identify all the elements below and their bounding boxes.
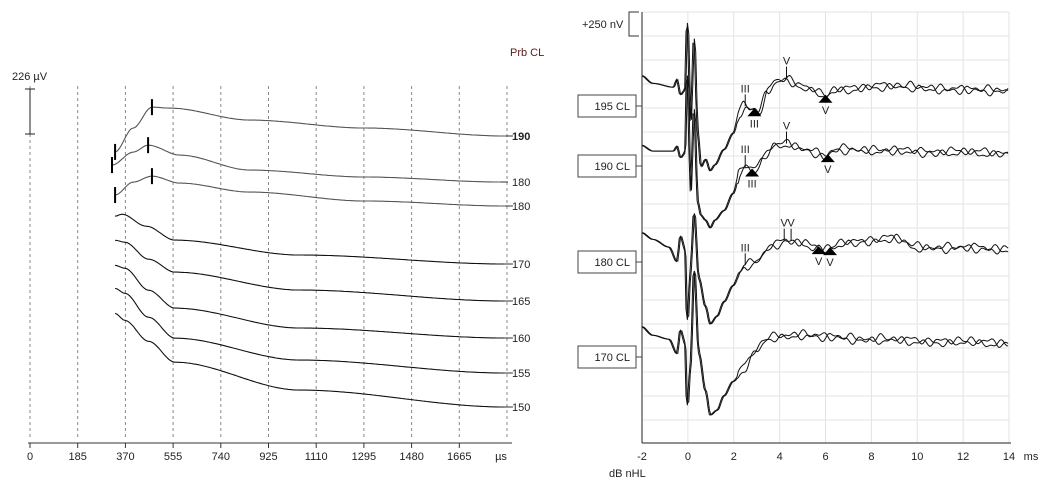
peak-label: V bbox=[826, 257, 834, 269]
trace-150 bbox=[114, 312, 505, 408]
trace-b bbox=[641, 213, 1009, 325]
trace-label: 180 bbox=[512, 177, 530, 189]
trace-label: 180 bbox=[512, 201, 530, 213]
trace-180 bbox=[114, 175, 505, 207]
x-axis-unit: µs bbox=[495, 451, 507, 463]
peak-label: V bbox=[783, 121, 791, 133]
trace-label: 150 bbox=[512, 402, 530, 414]
x-tick-label: 1295 bbox=[352, 451, 376, 463]
trace-170 bbox=[114, 213, 505, 265]
peak-label: V bbox=[824, 164, 832, 176]
trace-180 bbox=[111, 144, 500, 183]
trace-label: 170 CL bbox=[595, 352, 630, 364]
trace-label: 190 bbox=[512, 131, 530, 143]
peak-label: III bbox=[748, 178, 757, 190]
peak-label: V bbox=[781, 218, 789, 230]
x-tick-label: 4 bbox=[777, 451, 783, 463]
peak-label: III bbox=[741, 144, 750, 156]
trace-label: 155 bbox=[512, 368, 530, 380]
trace-label: 180 CL bbox=[595, 257, 630, 269]
peak-marker-triangle bbox=[811, 246, 826, 255]
trace-label: 195 CL bbox=[595, 101, 630, 113]
peak-marker-triangle bbox=[745, 168, 760, 177]
x-tick-label: 6 bbox=[822, 451, 828, 463]
x-tick-label: 925 bbox=[259, 451, 277, 463]
x-tick-label: 0 bbox=[685, 451, 691, 463]
trace-label: 170 bbox=[512, 259, 530, 271]
x-axis-unit: ms bbox=[1024, 451, 1039, 463]
x-tick-label: 2 bbox=[731, 451, 737, 463]
x-tick-label: 555 bbox=[164, 451, 182, 463]
x-tick-label: 10 bbox=[911, 451, 923, 463]
peak-label: III bbox=[750, 118, 759, 130]
peak-label: V bbox=[822, 105, 830, 117]
y-axis-label: dB nHL bbox=[609, 468, 646, 480]
peak-label: III bbox=[741, 242, 750, 254]
peak-marker-triangle bbox=[818, 94, 833, 103]
trace-b bbox=[641, 271, 1009, 416]
trace-label: 160 bbox=[512, 333, 530, 345]
x-tick-label: 12 bbox=[957, 451, 969, 463]
peak-label: V bbox=[815, 256, 823, 268]
x-tick-label: 740 bbox=[212, 451, 230, 463]
chart-title: Prb CL bbox=[510, 47, 544, 59]
x-tick-label: 1480 bbox=[399, 451, 423, 463]
peak-marker-triangle bbox=[820, 154, 835, 163]
trace-190 bbox=[114, 106, 505, 153]
trace-155 bbox=[114, 287, 505, 374]
reflex-chart: 0 185 370 555 740 925 1110 1295 1480 1665 µs Prb CL… bbox=[12, 47, 544, 463]
x-tick-label: 0 bbox=[27, 451, 33, 463]
trace-label: 190 CL bbox=[595, 161, 630, 173]
trace-165 bbox=[115, 239, 505, 302]
scale-bar bbox=[628, 11, 639, 37]
peak-label: III bbox=[741, 83, 750, 95]
trace-a bbox=[641, 75, 1009, 229]
trace-a bbox=[641, 270, 1009, 416]
peak-label: V bbox=[783, 56, 791, 68]
trace-label: 165 bbox=[512, 296, 530, 308]
x-tick-label: 14 bbox=[1003, 451, 1015, 463]
peak-marker-triangle bbox=[747, 108, 762, 117]
scale-bar-label: +250 nV bbox=[582, 19, 624, 31]
trace-a bbox=[641, 213, 1009, 325]
x-tick-label: 1665 bbox=[447, 451, 471, 463]
peak-label: V bbox=[787, 218, 795, 230]
x-tick-label: 8 bbox=[868, 451, 874, 463]
x-tick-label: 370 bbox=[116, 451, 134, 463]
x-tick-label: -2 bbox=[637, 451, 647, 463]
abr-chart: -2 0 2 4 6 8 10 12 14 ms dB nHL +250 nV 195 CL III V II… bbox=[577, 11, 1039, 480]
x-tick-label: 1110 bbox=[305, 451, 328, 463]
trace-160 bbox=[114, 264, 505, 339]
peak-marker-triangle bbox=[823, 247, 838, 256]
x-tick-label: 185 bbox=[69, 451, 87, 463]
scale-bar-label: 226 µV bbox=[12, 71, 48, 83]
